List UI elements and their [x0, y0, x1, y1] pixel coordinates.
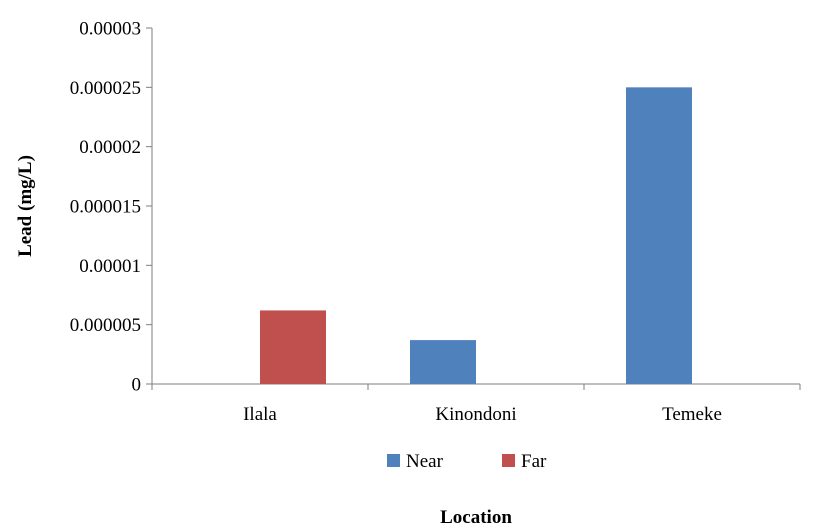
legend-swatch-far	[502, 454, 515, 467]
x-tick-label: Ilala	[243, 404, 277, 425]
legend-label-far: Far	[521, 451, 547, 472]
x-tick-label: Kinondoni	[435, 404, 516, 425]
y-tick-label: 0.00003	[79, 19, 141, 40]
y-ticks: 0 0.000005 0.00001 0.000015 0.00002 0.000025 0…	[70, 19, 152, 396]
x-axis-title: Location	[440, 507, 512, 525]
x-tick-label: Temeke	[662, 404, 722, 425]
y-tick-label: 0	[132, 375, 142, 396]
y-tick-label: 0.00001	[79, 256, 141, 277]
y-tick-label: 0.000005	[70, 315, 141, 336]
y-tick-label: 0.00002	[79, 137, 141, 158]
bar-near-temeke	[626, 87, 692, 384]
bar-near-kinondoni	[410, 340, 476, 384]
bars	[260, 87, 692, 384]
legend-swatch-near	[387, 454, 400, 467]
legend-label-near: Near	[406, 451, 444, 472]
y-tick-label: 0.000025	[70, 78, 141, 99]
legend: Near Far	[387, 451, 547, 472]
y-axis-title: Lead (mg/L)	[15, 155, 36, 257]
y-tick-label: 0.000015	[70, 197, 141, 218]
x-ticks: Ilala Kinondoni Temeke	[151, 384, 801, 425]
bar-far-ilala	[260, 310, 326, 384]
